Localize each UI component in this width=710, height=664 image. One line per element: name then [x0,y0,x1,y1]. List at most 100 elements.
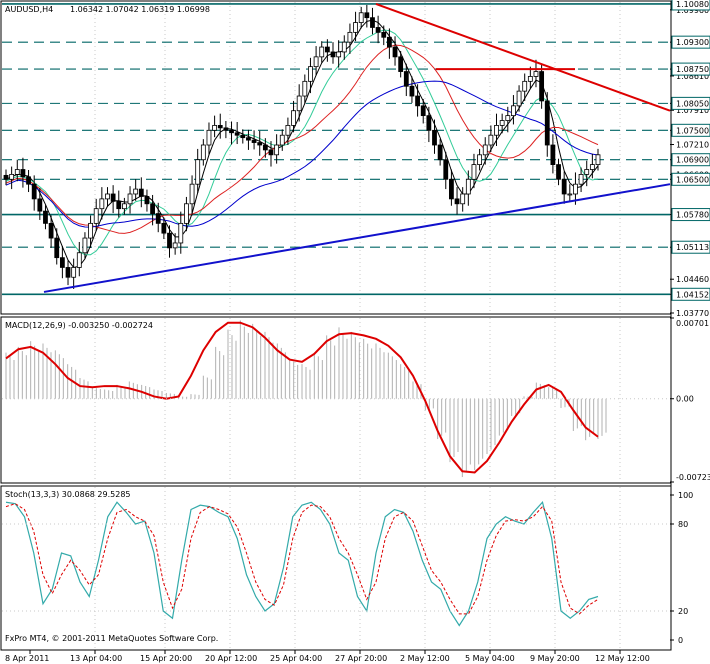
candle-body [105,193,110,200]
candle-body [561,178,567,195]
stoch-tick-label: 100 [678,491,693,500]
stoch-axis: 100 80 20 0 [2,491,693,645]
candle-body [268,149,274,156]
candle-body [65,267,71,278]
candle-body [573,183,578,195]
macd-signal [5,321,599,474]
candle-body [488,134,494,146]
candle-body [257,142,263,146]
candle-body [437,144,443,161]
time-tick-label: 2 May 12:00 [400,654,450,663]
candle-body [539,71,545,102]
price-level-tag [671,287,710,301]
price-level-tag-label: 1.07500 [676,126,709,135]
candle-body [330,51,336,58]
price-level-tag [671,123,710,137]
stoch-grid [94,487,621,649]
candle-body [274,144,280,156]
price-level-tag-label: 1.08750 [676,65,709,74]
candle-body [93,208,99,224]
moving-average-blue [5,80,599,228]
time-tick-label: 12 May 12:00 [595,654,650,663]
candle-body [223,127,229,131]
stoch-tick-label: 80 [678,520,688,529]
price-tick-label: 1.04460 [676,275,709,284]
candle-body [544,100,550,146]
time-tick-label: 5 May 04:00 [465,654,515,663]
candle-body [133,188,139,195]
candle-body [392,46,398,58]
time-tick-label: 9 May 20:00 [530,654,580,663]
candle-body [420,105,426,117]
candle-body [110,193,116,202]
candle-body [296,95,302,112]
stoch-lines [5,501,599,627]
candle-body [99,198,105,210]
price-level-tag-label: 1.08050 [676,99,709,108]
candle-body [122,203,127,210]
stoch-panel-frame [0,485,672,651]
candle-body [550,144,556,166]
candle-body [279,134,285,146]
candle-body [511,105,516,117]
candle-body [308,66,313,82]
candle-body [31,183,37,200]
price-tick-label: 1.07910 [676,106,709,115]
candle-body [319,46,325,58]
candle-body [313,56,319,68]
candle-body [59,257,65,268]
candle-body [522,80,528,92]
moving-average-aqua [5,29,599,256]
time-tick-label: 8 Apr 2011 [5,654,49,663]
candle-body [3,174,9,180]
candle-body [127,193,133,205]
candle-body [477,154,483,166]
stoch-tick-label: 20 [678,607,688,616]
candle-body [505,115,511,121]
candle-body [200,144,206,161]
candle-body [527,76,533,82]
candle-body [14,169,20,175]
price-level-tag [671,208,710,222]
candle-body [43,210,48,224]
candle-body [556,164,561,180]
candle-body [341,41,347,53]
time-tick-label: 25 Apr 04:00 [270,654,322,663]
candle-body [386,36,392,48]
candle-body [324,46,330,53]
price-tick-label: 1.08610 [676,72,709,81]
candle-body [584,169,590,175]
blue-support-trendline [43,183,671,293]
candle-body [454,198,460,205]
candle-body [426,115,432,131]
candle-body [229,129,234,134]
candle-body [138,188,144,197]
candle-body [54,237,60,259]
price-panel-frame [0,0,672,315]
moving-averages [5,19,599,269]
time-tick-label: 20 Apr 12:00 [205,654,257,663]
price-level-tag [671,172,710,186]
time-tick-label: 13 Apr 04:00 [70,654,122,663]
candle-body [76,252,82,268]
candle-body [432,129,437,146]
candle-body [291,110,296,126]
candle-body [246,137,251,141]
price-tick-label: 1.03770 [676,309,709,318]
time-axis: 8 Apr 2011 13 Apr 04:00 15 Apr 20:00 20 Apr… [5,650,650,663]
symbol-header: AUDUSD,H4 [5,5,53,14]
candle-body [375,27,381,33]
price-level-tag [671,62,710,76]
macd-tick-label: 0.00 [676,395,694,404]
footer-copyright: FxPro MT4, © 2001-2011 MetaQuotes Softwa… [5,634,218,643]
price-level-tag-label: 1.05780 [676,211,709,220]
candle-body [71,267,77,278]
candle-body [364,12,370,19]
candle-body [37,198,43,212]
price-level-tag [671,240,710,254]
price-level-tag-label: 1.04152 [676,290,709,299]
macd-signal-line [5,321,599,474]
candle-body [155,213,161,224]
candle-body [370,17,375,28]
candle-body [398,56,404,72]
